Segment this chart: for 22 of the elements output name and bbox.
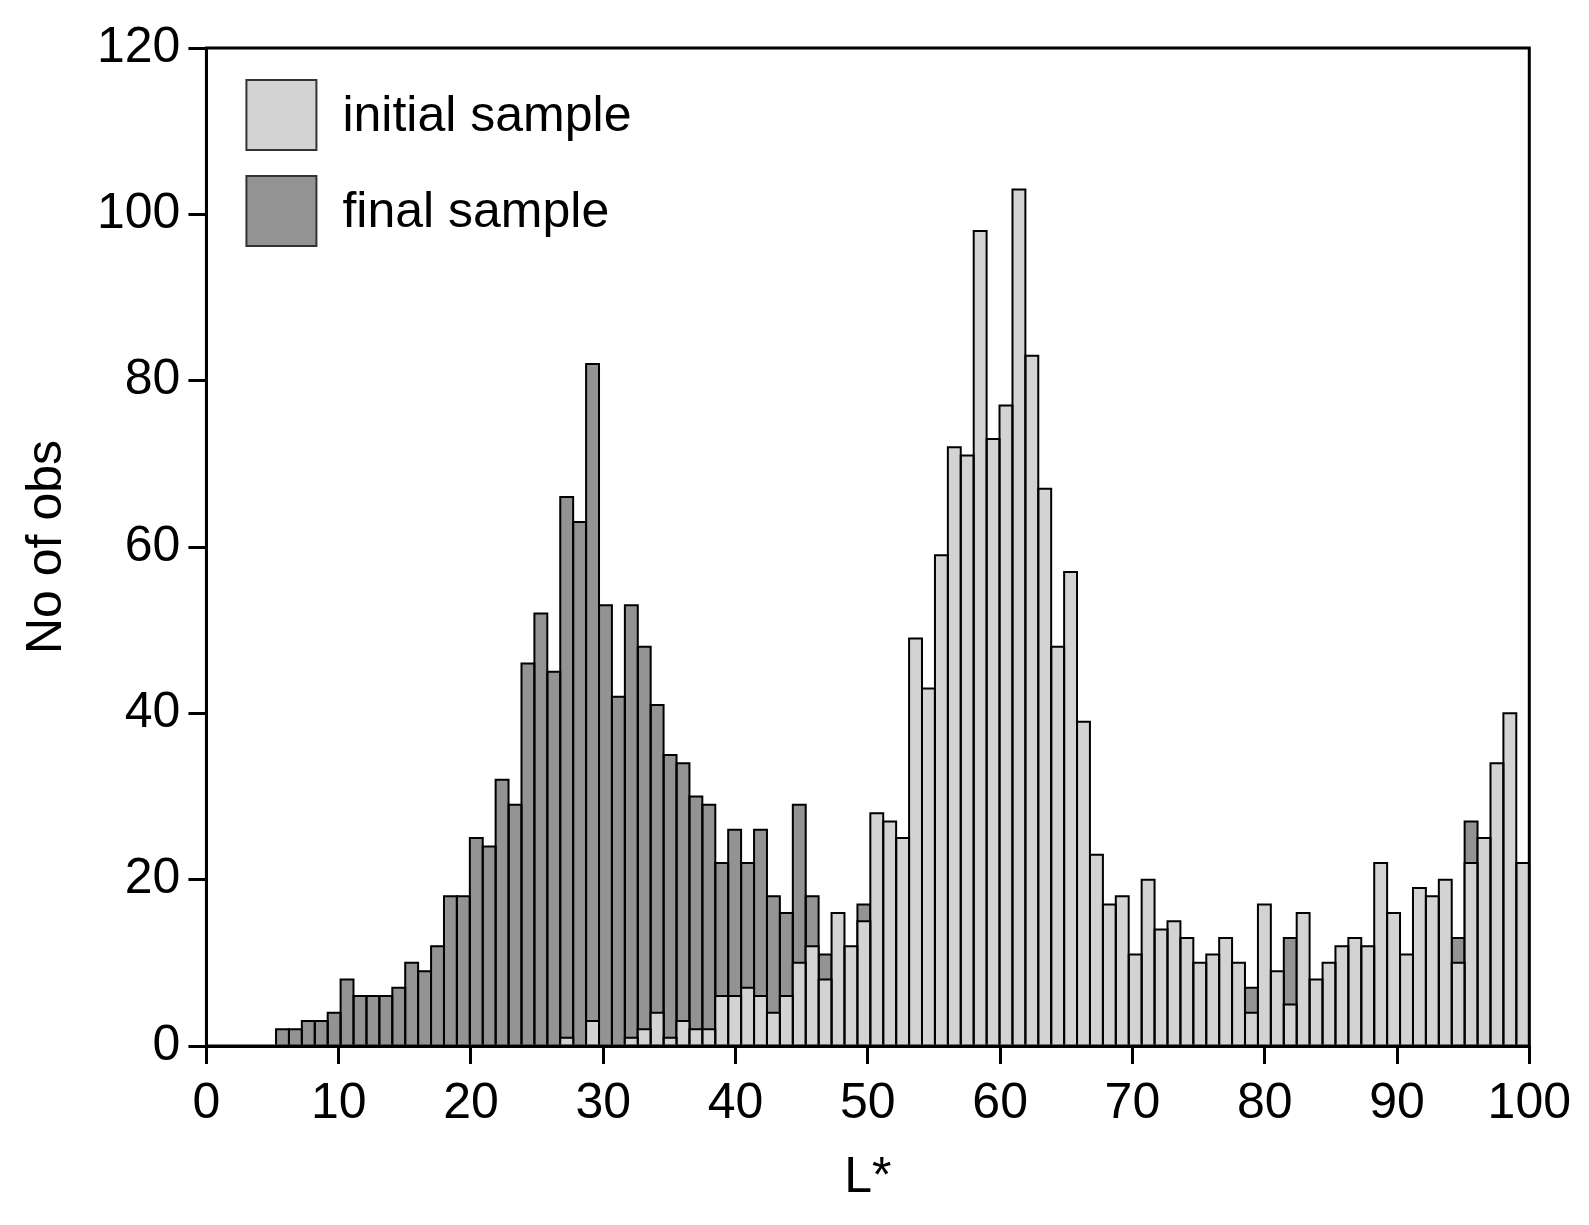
y-tick-label: 0	[152, 1014, 181, 1071]
y-tick-label: 20	[124, 848, 181, 905]
x-tick-label: 20	[443, 1072, 499, 1129]
y-tick-label: 40	[124, 682, 181, 739]
legend-label: initial sample	[342, 85, 632, 142]
y-tick-label: 100	[96, 183, 181, 240]
y-axis-title: No of obs	[15, 439, 72, 655]
x-tick-label: 100	[1487, 1072, 1572, 1129]
x-tick-label: 50	[840, 1072, 896, 1129]
x-tick-label: 40	[707, 1072, 764, 1129]
y-tick-label: 80	[124, 349, 181, 406]
x-tick-label: 10	[310, 1072, 367, 1129]
x-tick-label: 30	[575, 1072, 632, 1129]
y-tick-label: 120	[96, 16, 181, 73]
x-tick-label: 0	[192, 1072, 221, 1129]
x-tick-label: 70	[1104, 1072, 1161, 1129]
x-tick-label: 90	[1369, 1072, 1425, 1129]
x-tick-label: 80	[1236, 1072, 1293, 1129]
legend-label: final sample	[342, 181, 610, 238]
y-tick-label: 60	[124, 515, 181, 572]
x-axis-title: L*	[844, 1146, 892, 1203]
x-tick-label: 60	[972, 1072, 1028, 1129]
